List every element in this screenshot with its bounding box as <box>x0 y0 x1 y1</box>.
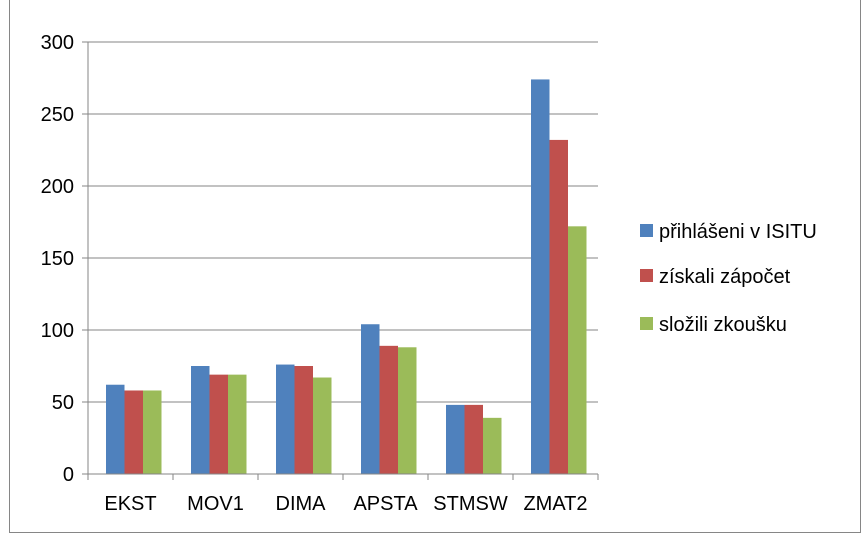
x-tick-label: MOV1 <box>187 493 244 515</box>
legend-swatch <box>640 317 653 330</box>
bar-ekst-series-2 <box>124 390 143 474</box>
bar-apsta-series-3 <box>398 347 417 474</box>
y-tick-label: 250 <box>41 104 74 126</box>
bar-stmsw-series-1 <box>446 404 465 474</box>
bar-ekst-series-1 <box>106 384 125 474</box>
x-tick-label: DIMA <box>276 493 327 515</box>
y-tick-label: 150 <box>41 248 74 270</box>
bar-dima-series-2 <box>294 366 313 474</box>
bar-zmat2-series-1 <box>531 79 550 474</box>
bar-dima-series-3 <box>313 377 332 474</box>
gridlines <box>88 41 598 403</box>
x-tick-label: EKST <box>104 493 156 515</box>
y-tick-label: 300 <box>41 32 74 54</box>
legend-swatch <box>640 224 653 237</box>
axes <box>82 41 599 480</box>
bar-zmat2-series-2 <box>549 139 568 475</box>
y-tick-label: 50 <box>52 392 74 414</box>
bar-dima-series-1 <box>276 364 295 474</box>
bar-stmsw-series-2 <box>464 404 483 474</box>
bar-apsta-series-2 <box>379 345 398 474</box>
bars <box>106 79 587 475</box>
x-tick-label: APSTA <box>353 493 418 515</box>
bar-apsta-series-1 <box>361 324 380 474</box>
bar-mov1-series-3 <box>228 374 247 474</box>
x-tick-labels: EKST MOV1 DIMA APSTA STMSW ZMAT2 <box>104 493 587 515</box>
legend-swatch <box>640 269 653 282</box>
bar-ekst-series-3 <box>143 390 162 474</box>
y-tick-label: 200 <box>41 176 74 198</box>
x-tick-label: STMSW <box>433 493 508 515</box>
legend-label: složili zkoušku <box>659 314 787 336</box>
legend: přihlášeni v ISITU získali zápočet složili… <box>640 221 817 336</box>
legend-label: získali zápočet <box>659 266 791 288</box>
y-tick-labels: 0 50 100 150 200 250 300 <box>41 32 74 486</box>
bar-mov1-series-1 <box>191 366 210 474</box>
bar-mov1-series-2 <box>209 374 228 474</box>
bar-stmsw-series-3 <box>483 417 502 474</box>
bar-zmat2-series-3 <box>568 226 587 474</box>
legend-label: přihlášeni v ISITU <box>659 221 817 243</box>
y-tick-label: 0 <box>63 464 74 486</box>
y-tick-label: 100 <box>41 320 74 342</box>
x-tick-label: ZMAT2 <box>523 493 587 515</box>
